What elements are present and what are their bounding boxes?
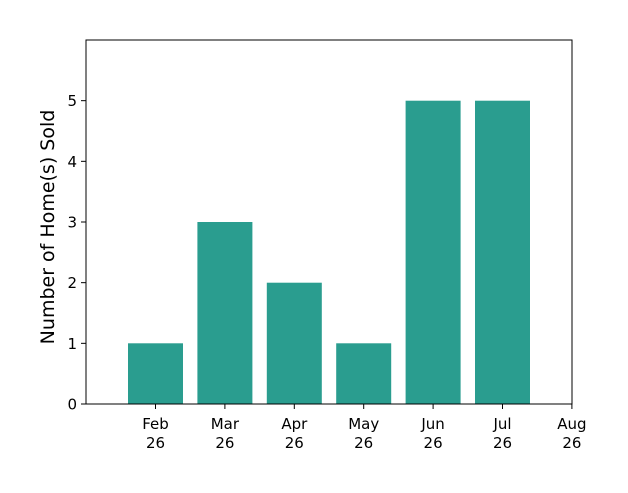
bar-apr xyxy=(266,282,322,404)
x-tick-label: Aug 26 xyxy=(557,415,586,452)
x-tick-label: Apr 26 xyxy=(281,415,308,452)
y-tick-label: 3 xyxy=(67,214,77,232)
y-axis-ticks: 0 1 2 3 4 5 xyxy=(67,92,86,414)
x-tick-label: May 26 xyxy=(348,415,379,452)
y-tick-label: 4 xyxy=(67,153,77,171)
y-tick-label: 2 xyxy=(67,274,77,292)
plot-frame xyxy=(85,39,573,405)
x-axis-ticks: Feb 26 Mar 26 Apr 26 May 26 Jun 26 Jul 26 Aug 26 xyxy=(142,404,587,452)
y-axis-title: Number of Home(s) Sold xyxy=(37,110,59,345)
bar-may xyxy=(336,343,392,404)
y-tick-label: 1 xyxy=(67,335,77,353)
bar-feb xyxy=(128,343,183,404)
x-tick-label: Mar 26 xyxy=(211,415,240,452)
y-tick-label: 0 xyxy=(67,396,77,414)
bar-mar xyxy=(197,222,253,404)
y-tick-label: 5 xyxy=(67,92,77,110)
bar-jul xyxy=(475,100,530,404)
x-tick-label: Jul 26 xyxy=(492,415,512,452)
x-tick-label: Jun 26 xyxy=(420,415,444,452)
x-tick-label: Feb 26 xyxy=(142,415,169,452)
bar-jun xyxy=(405,100,461,404)
bars-group xyxy=(128,100,530,404)
